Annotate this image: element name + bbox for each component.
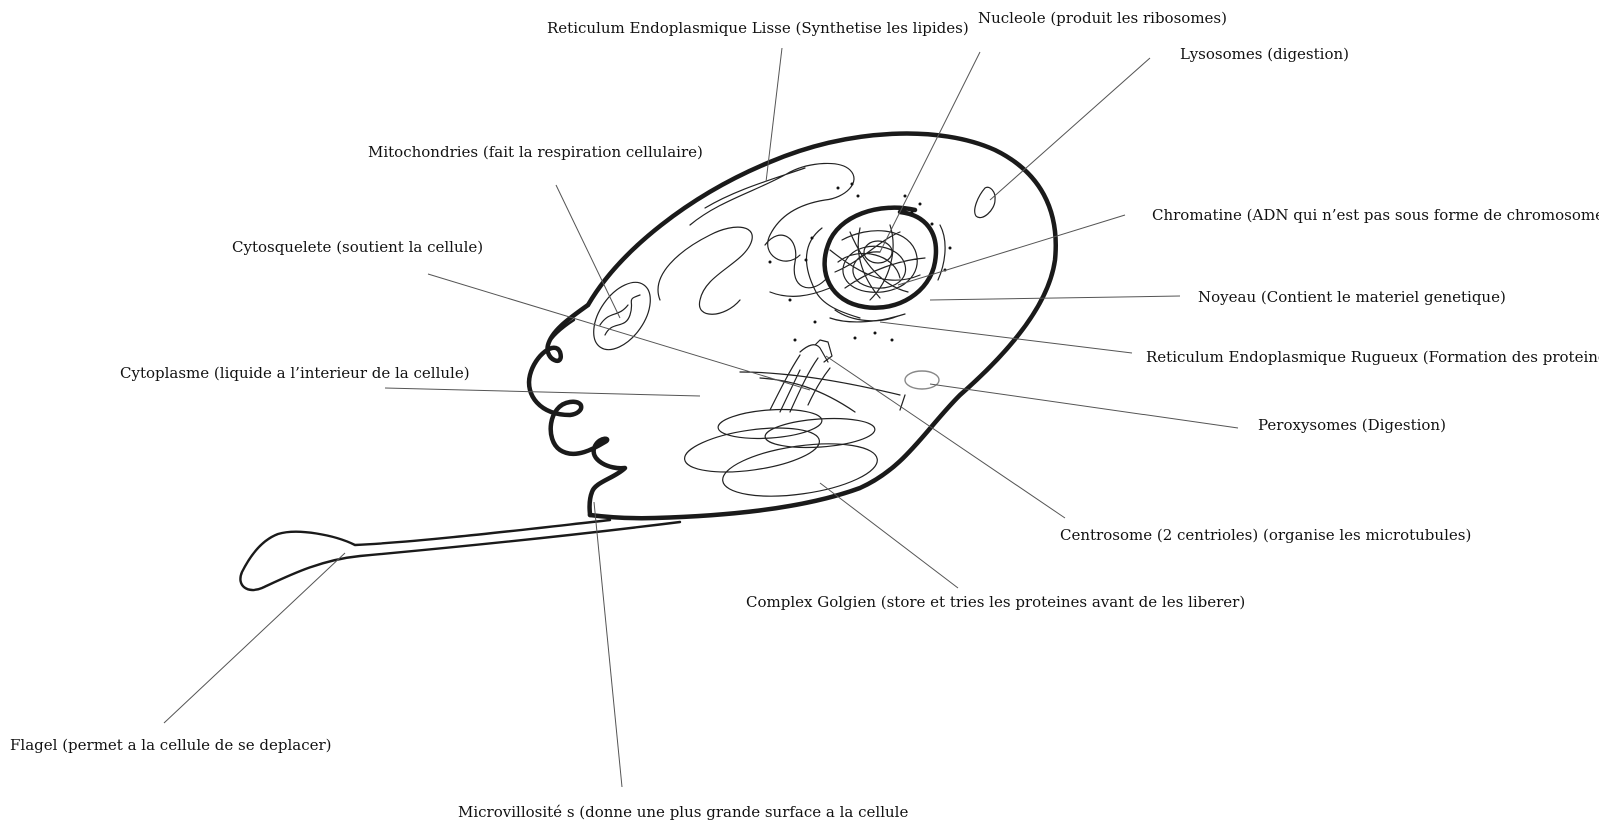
leader-centrosome (825, 355, 1066, 519)
lysosome (974, 186, 996, 219)
mitochondrion (593, 281, 651, 351)
label-flagel: Flagel (permet a la cellule de se deplac… (10, 736, 332, 754)
labels: Reticulum Endoplasmique Lisse (Synthetis… (10, 9, 1599, 821)
peroxisome (904, 370, 940, 390)
label-nucleole: Nucleole (produit les ribosomes) (978, 9, 1227, 27)
label-cytosquelete: Cytosquelete (soutient la cellule) (232, 238, 483, 256)
nucleus (822, 205, 939, 311)
leader-rel (765, 47, 783, 183)
label-microvillosites: Microvillosité s (donne une plus grande … (458, 803, 908, 821)
mitochondrion-cristae (599, 294, 641, 336)
chromatin (829, 224, 926, 301)
label-chromatine: Chromatine (ADN qui n’est pas sous forme… (1152, 206, 1599, 224)
label-noyeau: Noyeau (Contient le materiel genetique) (1198, 288, 1506, 306)
leader-lines (163, 47, 1239, 788)
label-golgi: Complex Golgien (store et tries les prot… (746, 593, 1245, 611)
label-cytoplasme: Cytoplasme (liquide a l’interieur de la … (120, 364, 470, 382)
label-mitochondries: Mitochondries (fait la respiration cellu… (368, 143, 703, 161)
rough-er-lower (829, 313, 906, 323)
flagellum (239, 518, 682, 592)
leader-peroxysomes (929, 383, 1239, 429)
cell-drawing (239, 131, 1058, 592)
label-peroxysomes: Peroxysomes (Digestion) (1258, 416, 1446, 434)
label-lysosomes: Lysosomes (digestion) (1180, 45, 1349, 63)
nucleolus (863, 240, 893, 264)
leader-golgi (819, 482, 959, 589)
leader-cytosquelete (427, 273, 811, 391)
smooth-er-2 (657, 226, 753, 315)
centrioles (799, 339, 833, 363)
leader-flagel (163, 552, 346, 724)
golgi-apparatus (684, 408, 878, 497)
leader-chromatine (897, 214, 1126, 286)
label-centrosome: Centrosome (2 centrioles) (organise les … (1060, 526, 1471, 544)
leader-noyeau (929, 295, 1181, 301)
leader-mitochondries (555, 184, 621, 319)
leader-rer (879, 321, 1133, 354)
leader-lysosomes (989, 57, 1151, 201)
microvilli-top (546, 318, 576, 347)
label-rer: Reticulum Endoplasmique Rugueux (Formati… (1146, 348, 1599, 366)
leader-nucleole (879, 51, 981, 253)
microvilli (526, 302, 628, 518)
leader-microvillosites (593, 501, 623, 788)
cytoskeleton (739, 354, 906, 413)
leader-cytoplasme (384, 387, 701, 397)
label-rel: Reticulum Endoplasmique Lisse (Synthetis… (547, 19, 969, 37)
smooth-er-3 (764, 234, 831, 297)
cell-membrane (585, 131, 1058, 521)
